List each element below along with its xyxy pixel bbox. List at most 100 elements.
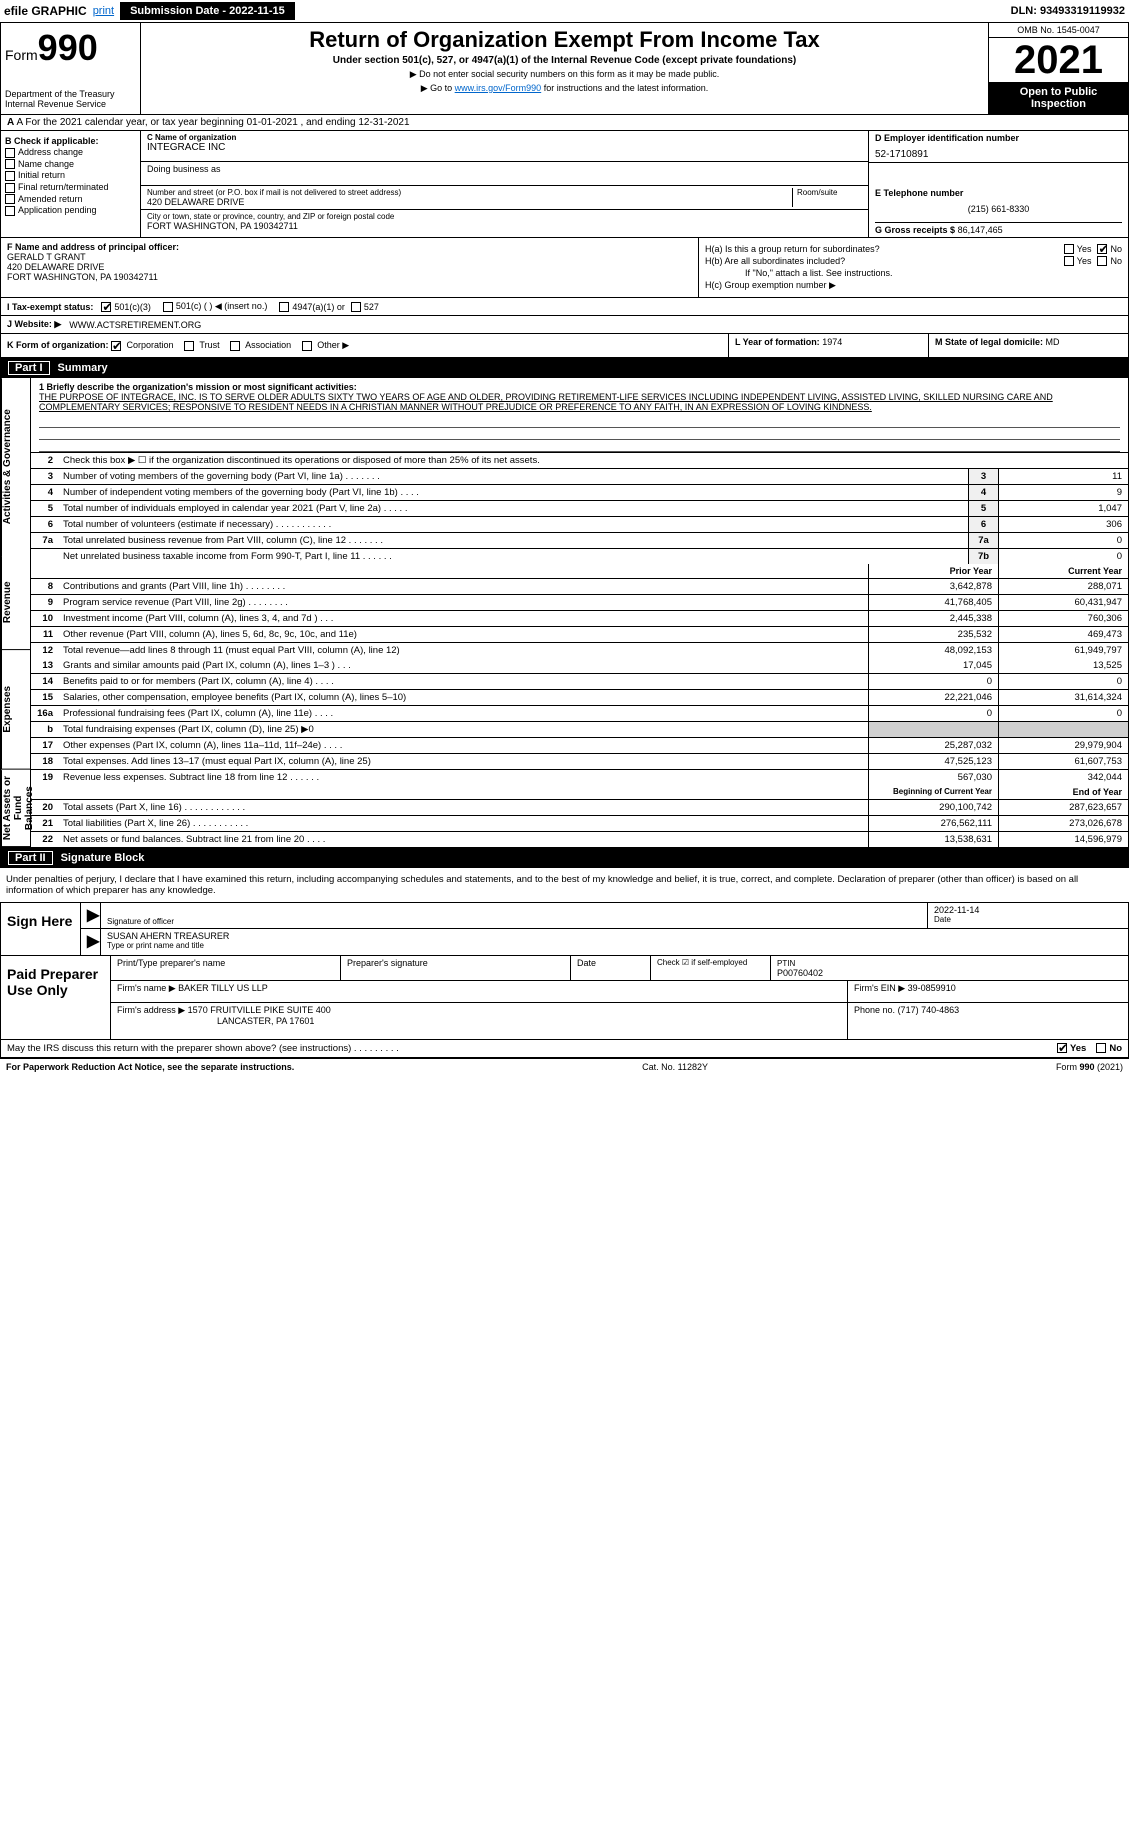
line-num: 4 bbox=[31, 485, 59, 500]
current-value bbox=[998, 722, 1128, 737]
prior-value: 47,525,123 bbox=[868, 754, 998, 769]
self-employed-check[interactable]: Check ☑ if self-employed bbox=[651, 956, 771, 980]
line-value: 1,047 bbox=[998, 501, 1128, 516]
chk-trust[interactable] bbox=[184, 341, 194, 351]
city-label: City or town, state or province, country… bbox=[147, 212, 862, 221]
chk-association[interactable] bbox=[230, 341, 240, 351]
part2-title: Part II bbox=[8, 851, 53, 865]
line-desc: Net assets or fund balances. Subtract li… bbox=[59, 832, 868, 847]
chk-4947[interactable] bbox=[279, 302, 289, 312]
line-desc: Total fundraising expenses (Part IX, col… bbox=[59, 722, 868, 737]
line-num: 20 bbox=[31, 800, 59, 815]
firm-addr2: LANCASTER, PA 17601 bbox=[117, 1016, 314, 1026]
chk-label: Application pending bbox=[18, 205, 97, 215]
line-desc: Revenue less expenses. Subtract line 18 … bbox=[59, 770, 868, 785]
current-value: 31,614,324 bbox=[998, 690, 1128, 705]
line-num: 5 bbox=[31, 501, 59, 516]
hb-yes[interactable] bbox=[1064, 256, 1074, 266]
footer-right: Form 990 (2021) bbox=[1056, 1062, 1123, 1072]
may-yes[interactable] bbox=[1057, 1043, 1067, 1053]
hc-question: H(c) Group exemption number ▶ bbox=[705, 280, 1122, 291]
chk-501c[interactable] bbox=[163, 302, 173, 312]
rule bbox=[39, 428, 1120, 440]
line-num: 21 bbox=[31, 816, 59, 831]
part2-name: Signature Block bbox=[61, 852, 145, 864]
chk-label: Initial return bbox=[18, 170, 65, 180]
assoc-label: Association bbox=[245, 340, 291, 350]
line-desc: Professional fundraising fees (Part IX, … bbox=[59, 706, 868, 721]
ptin-value: P00760402 bbox=[777, 968, 823, 978]
current-value: 288,071 bbox=[998, 579, 1128, 594]
prior-value: 0 bbox=[868, 706, 998, 721]
line-value: 306 bbox=[998, 517, 1128, 532]
vtab-net-assets: Net Assets or Fund Balances bbox=[1, 770, 31, 847]
dln: DLN: 93493319119932 bbox=[1011, 5, 1125, 17]
line-box: 5 bbox=[968, 501, 998, 516]
section-bcde: B Check if applicable: Address change Na… bbox=[0, 131, 1129, 238]
row-a-tax-year: A A For the 2021 calendar year, or tax y… bbox=[0, 115, 1129, 131]
paid-preparer-block: Paid Preparer Use Only Print/Type prepar… bbox=[0, 956, 1129, 1040]
mission-text: THE PURPOSE OF INTEGRACE, INC. IS TO SER… bbox=[39, 392, 1053, 412]
hb-no[interactable] bbox=[1097, 256, 1107, 266]
chk-other[interactable] bbox=[302, 341, 312, 351]
irs-link[interactable]: www.irs.gov/Form990 bbox=[455, 83, 542, 93]
line-desc: Net unrelated business taxable income fr… bbox=[59, 549, 968, 564]
org-name: INTEGRACE INC bbox=[147, 142, 862, 153]
chk-501c3[interactable] bbox=[101, 302, 111, 312]
chk-final-return[interactable]: Final return/terminated bbox=[5, 182, 136, 193]
arrow-icon: ▶ bbox=[87, 907, 99, 924]
may-no[interactable] bbox=[1096, 1043, 1106, 1053]
chk-application-pending[interactable]: Application pending bbox=[5, 205, 136, 216]
col-f-officer: F Name and address of principal officer:… bbox=[1, 238, 698, 297]
ein-value: 52-1710891 bbox=[875, 149, 1122, 160]
line-num bbox=[31, 549, 59, 564]
col-h: H(a) Is this a group return for subordin… bbox=[698, 238, 1128, 297]
col-k: K Form of organization: Corporation Trus… bbox=[1, 334, 728, 357]
tel-value: (215) 661-8330 bbox=[875, 204, 1122, 214]
chk-amended-return[interactable]: Amended return bbox=[5, 194, 136, 205]
prior-value: 41,768,405 bbox=[868, 595, 998, 610]
ha-yes[interactable] bbox=[1064, 244, 1074, 254]
chk-label: Final return/terminated bbox=[18, 182, 109, 192]
line-num: 15 bbox=[31, 690, 59, 705]
trust-label: Trust bbox=[199, 340, 219, 350]
line-num: 2 bbox=[31, 453, 59, 468]
chk-527[interactable] bbox=[351, 302, 361, 312]
header-mid: Return of Organization Exempt From Incom… bbox=[141, 23, 988, 114]
prior-value bbox=[868, 722, 998, 737]
tel-label: E Telephone number bbox=[875, 188, 1122, 198]
row-a-text: A For the 2021 calendar year, or tax yea… bbox=[16, 117, 409, 128]
chk-address-change[interactable]: Address change bbox=[5, 147, 136, 158]
line-num: 3 bbox=[31, 469, 59, 484]
preparer-date-label: Date bbox=[571, 956, 651, 980]
line-value: 11 bbox=[998, 469, 1128, 484]
form-990: 990 bbox=[38, 27, 98, 68]
no-label: No bbox=[1110, 256, 1122, 266]
chk-initial-return[interactable]: Initial return bbox=[5, 170, 136, 181]
chk-name-change[interactable]: Name change bbox=[5, 159, 136, 170]
line-num: 12 bbox=[31, 643, 59, 658]
submission-date-button[interactable]: Submission Date - 2022-11-15 bbox=[120, 2, 295, 20]
col-b-checkboxes: B Check if applicable: Address change Na… bbox=[1, 131, 141, 237]
chk-corporation[interactable] bbox=[111, 341, 121, 351]
part1-header: Part I Summary bbox=[0, 358, 1129, 378]
line-desc: Other expenses (Part IX, column (A), lin… bbox=[59, 738, 868, 753]
line-value: 0 bbox=[998, 549, 1128, 564]
omb-number: OMB No. 1545-0047 bbox=[989, 23, 1128, 38]
note2-pre: ▶ Go to bbox=[421, 83, 455, 93]
footer-left: For Paperwork Reduction Act Notice, see … bbox=[6, 1062, 294, 1072]
line-num: 16a bbox=[31, 706, 59, 721]
col-e-spacer bbox=[868, 162, 1128, 186]
part2-header: Part II Signature Block bbox=[0, 848, 1129, 868]
chk-label: Name change bbox=[18, 159, 74, 169]
ha-no[interactable] bbox=[1097, 244, 1107, 254]
row-klm: K Form of organization: Corporation Trus… bbox=[0, 334, 1129, 358]
end-value: 287,623,657 bbox=[998, 800, 1128, 815]
print-link[interactable]: print bbox=[93, 5, 114, 17]
sig-officer-label: Signature of officer bbox=[107, 917, 921, 926]
line-num: 6 bbox=[31, 517, 59, 532]
note-link: ▶ Go to www.irs.gov/Form990 for instruct… bbox=[151, 83, 978, 94]
line-desc: Total revenue—add lines 8 through 11 (mu… bbox=[59, 643, 868, 658]
line-num: b bbox=[31, 722, 59, 737]
prior-value: 48,092,153 bbox=[868, 643, 998, 658]
